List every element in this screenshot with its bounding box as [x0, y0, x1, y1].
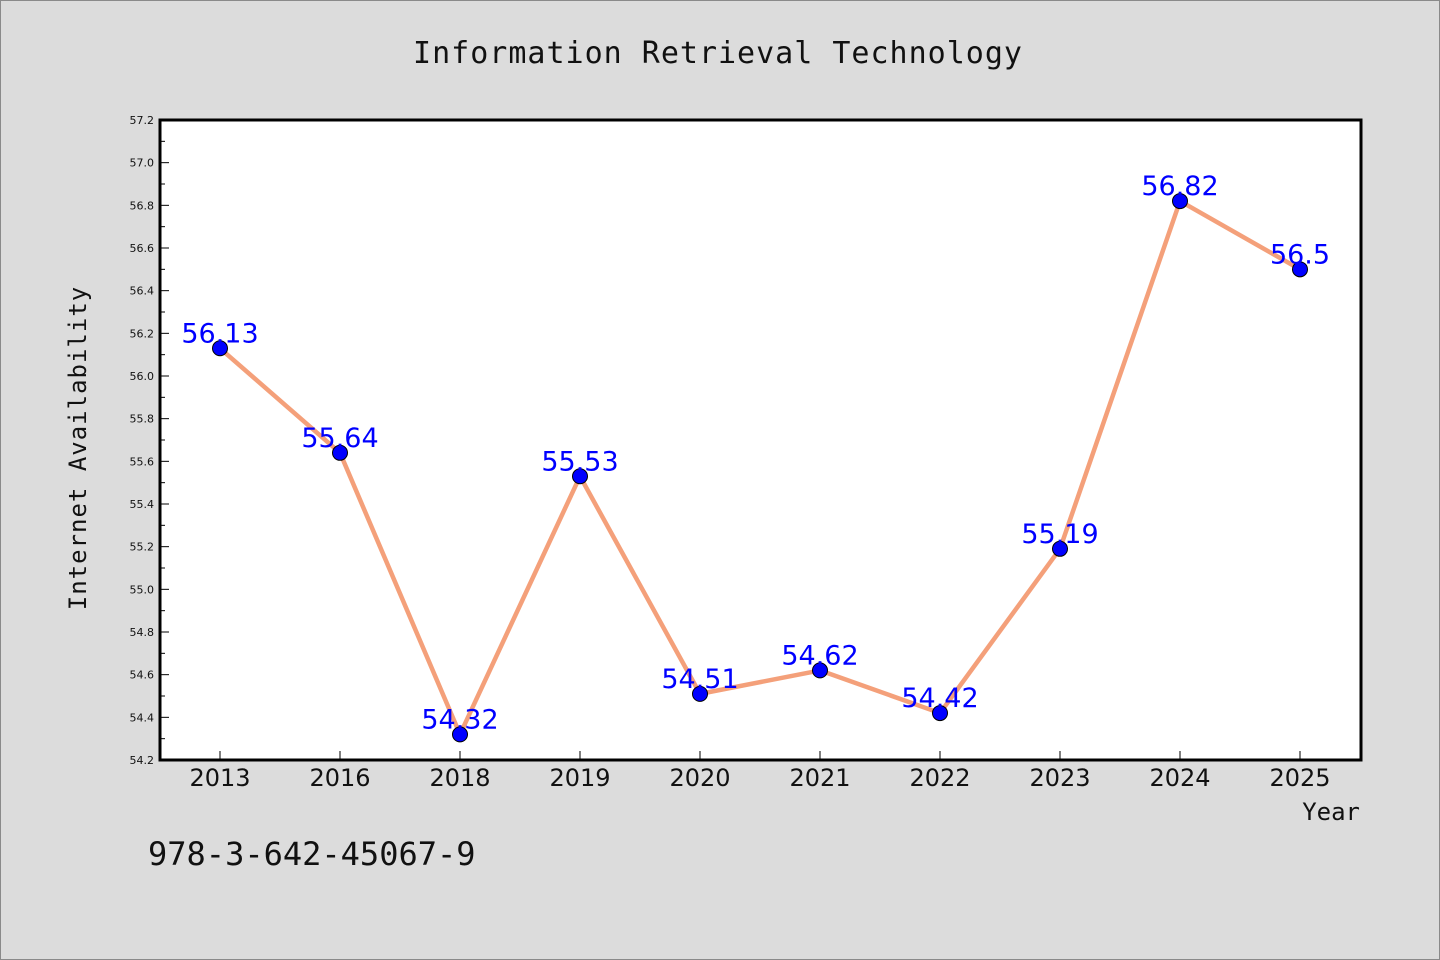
- data-labels: 56.13 55.64 54.32 55.53 54.51 54.62 54.42 55.19…: [181, 171, 1330, 735]
- y-tick-label: 55.8: [130, 413, 155, 426]
- x-tick-label: 2013: [189, 764, 250, 792]
- data-point: [812, 662, 828, 679]
- y-tick-label: 54.6: [130, 669, 155, 682]
- data-point: [692, 685, 708, 702]
- data-point: [1052, 540, 1068, 557]
- x-tick-label: 2025: [1269, 764, 1330, 792]
- y-tick-label: 54.2: [130, 754, 155, 767]
- data-label: 55.53: [541, 446, 618, 477]
- y-tick-label: 57.0: [130, 157, 155, 170]
- data-label: 54.62: [781, 640, 858, 671]
- x-tick-label: 2021: [789, 764, 850, 792]
- data-point: [1292, 261, 1308, 278]
- y-axis-label: Internet Availability: [64, 286, 92, 610]
- y-tick-label: 56.0: [130, 370, 155, 383]
- chart-title: Information Retrieval Technology: [413, 36, 1023, 71]
- isbn-caption: 978-3-642-45067-9: [148, 835, 476, 873]
- data-label: 54.32: [421, 704, 498, 735]
- x-tick-label: 2016: [309, 764, 370, 792]
- y-tick-label: 57.2: [130, 114, 155, 127]
- y-tick-label: 56.6: [130, 242, 155, 255]
- x-axis: 2013 2016 2018 2019 2020 2021 2022 2023 2024 2025: [189, 751, 1331, 792]
- series-line: [212, 193, 1308, 743]
- x-tick-label: 2022: [909, 764, 970, 792]
- y-tick-label: 54.8: [130, 626, 155, 639]
- data-label: 55.64: [301, 423, 378, 454]
- y-tick-label: 56.4: [130, 285, 155, 298]
- data-point: [332, 444, 348, 461]
- y-tick-label: 55.0: [130, 583, 155, 596]
- data-label: 54.51: [661, 664, 738, 695]
- x-tick-label: 2018: [429, 764, 490, 792]
- x-tick-label: 2024: [1149, 764, 1210, 792]
- x-tick-label: 2019: [549, 764, 610, 792]
- data-point: [212, 340, 228, 357]
- y-tick-label: 55.6: [130, 455, 155, 468]
- series-polyline: [217, 198, 1303, 737]
- data-label: 54.42: [901, 683, 978, 714]
- plot-area: [158, 118, 1363, 762]
- x-axis-label: Year: [1302, 798, 1360, 826]
- data-label: 55.19: [1021, 519, 1098, 550]
- data-point: [572, 468, 588, 485]
- y-tick-label: 55.2: [130, 541, 155, 554]
- data-point: [1172, 193, 1188, 210]
- data-label: 56.82: [1141, 171, 1218, 202]
- y-tick-label: 54.4: [130, 711, 155, 724]
- y-axis: 54.2 54.4 54.6 54.8 55.0 55.2 55.4 55.6 55.8 56.0…: [130, 114, 169, 767]
- x-tick-label: 2023: [1029, 764, 1090, 792]
- data-label: 56.5: [1270, 239, 1330, 270]
- y-tick-label: 56.8: [130, 199, 155, 212]
- y-tick-label: 55.4: [130, 498, 155, 511]
- data-label: 56.13: [181, 318, 258, 349]
- data-point: [452, 726, 468, 743]
- x-tick-label: 2020: [669, 764, 730, 792]
- y-tick-label: 56.2: [130, 327, 155, 340]
- data-point: [932, 705, 948, 722]
